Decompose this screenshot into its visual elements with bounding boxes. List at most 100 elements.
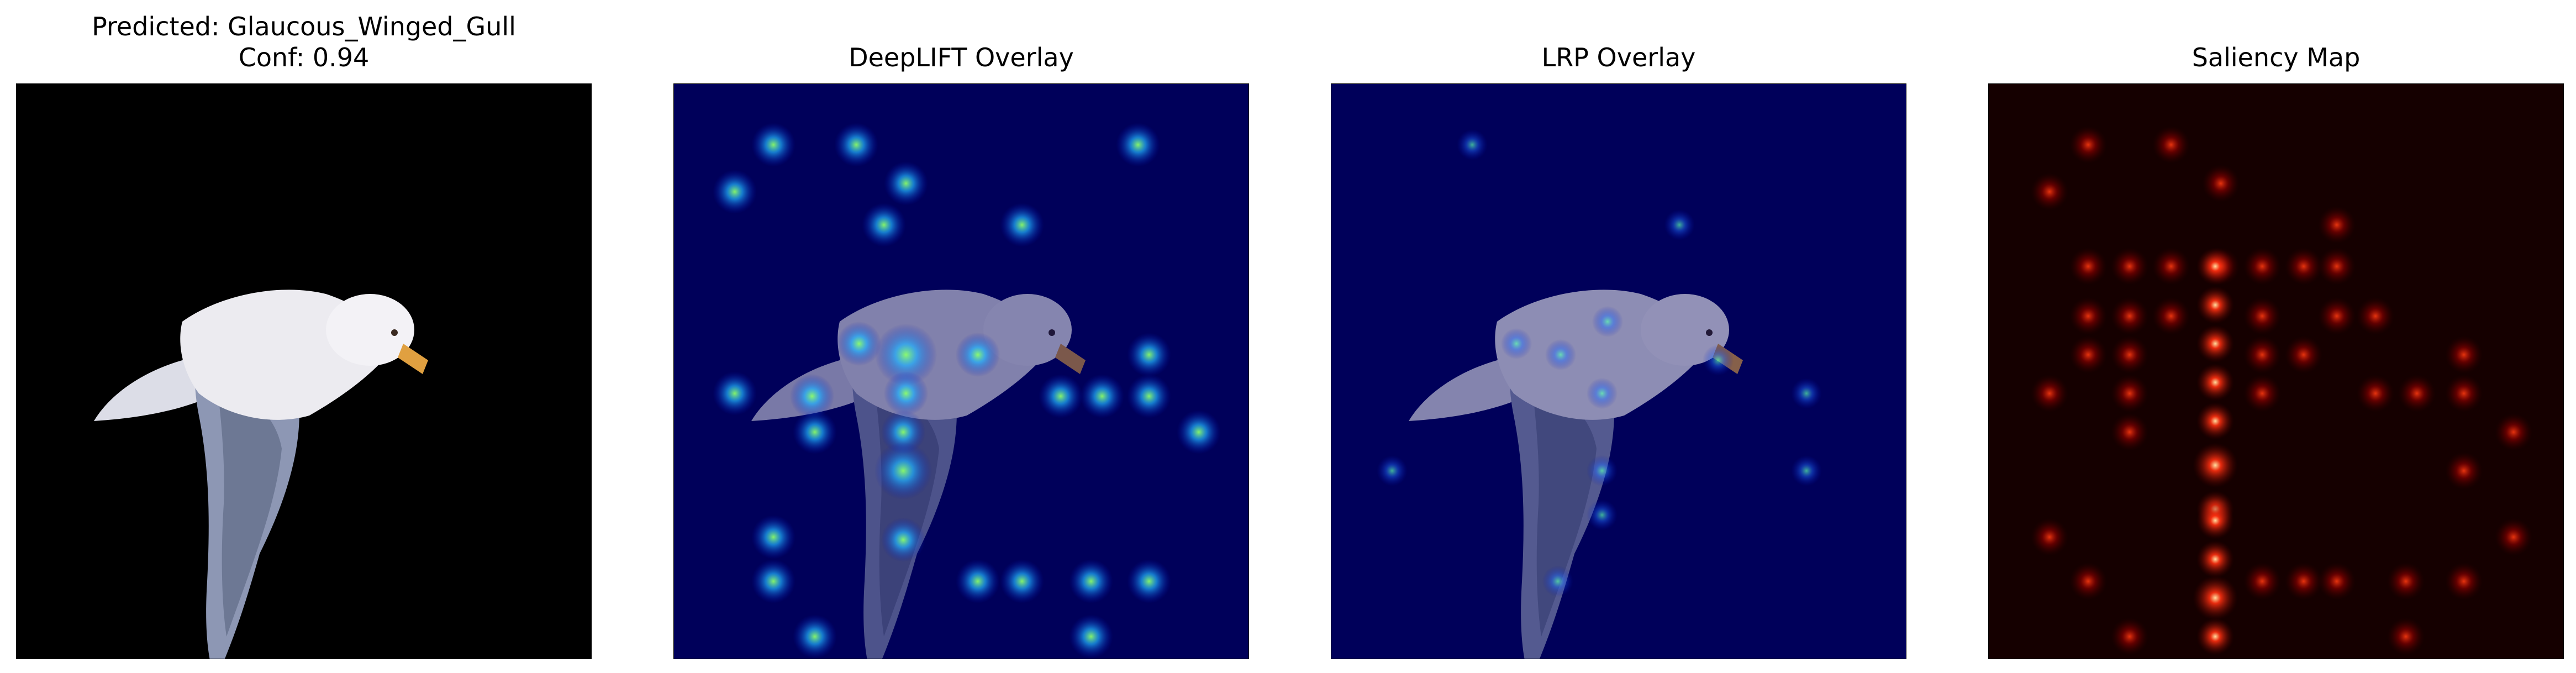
attribution-spot <box>2196 286 2234 324</box>
attribution-spot <box>2152 126 2190 164</box>
attribution-spot <box>2152 297 2190 335</box>
attribution-spot <box>1127 559 1171 603</box>
attribution-spot <box>2069 248 2107 285</box>
attribution-spot <box>1542 566 1573 597</box>
attribution-spot <box>2285 248 2322 285</box>
attribution-spot <box>2111 618 2148 655</box>
attribution-spot <box>1069 614 1113 659</box>
attribution-spot <box>793 410 837 454</box>
attribution-spot <box>2196 502 2234 539</box>
attribution-spot <box>1039 374 1083 418</box>
lrp-overlay-image <box>1331 83 1906 659</box>
lrp-title: LRP Overlay <box>1541 43 1696 72</box>
attribution-spot <box>2031 173 2068 211</box>
attribution-spot <box>1069 559 1113 603</box>
attribution-spot <box>834 123 878 167</box>
attribution-spot <box>884 161 928 206</box>
attribution-spot <box>884 371 928 416</box>
attribution-spot <box>2243 248 2281 285</box>
attribution-spot <box>2152 248 2190 285</box>
attribution-spot <box>2495 518 2532 556</box>
attribution-spot <box>881 410 925 454</box>
attribution-spot <box>2196 618 2234 655</box>
attribution-spot <box>2196 248 2234 285</box>
attribution-spot <box>1587 455 1618 486</box>
attribution-spot <box>1501 328 1532 359</box>
attribution-spot <box>2193 443 2238 488</box>
attribution-spot <box>956 333 1000 377</box>
attribution-spot <box>751 123 796 167</box>
attribution-spot <box>2196 325 2234 362</box>
panel-lrp: LRP Overlay <box>1331 0 1906 673</box>
attribution-spot <box>2031 375 2068 412</box>
attribution-spot <box>2069 336 2107 374</box>
attribution-spot <box>1116 123 1160 167</box>
attribution-spot <box>2202 165 2240 202</box>
saliency-map-image <box>1988 83 2564 659</box>
attribution-spot <box>2398 375 2436 412</box>
attribution-spot <box>2196 364 2234 401</box>
attribution-spot <box>2445 452 2483 490</box>
attribution-spot <box>2193 575 2238 621</box>
attribution-spot <box>2111 336 2148 374</box>
attribution-spot <box>1127 333 1171 377</box>
attribution-spot <box>2243 375 2281 412</box>
attribution-spot <box>1377 455 1408 486</box>
attribution-spot <box>1457 129 1488 160</box>
deeplift-title: DeepLIFT Overlay <box>849 43 1074 72</box>
attribution-spot <box>2357 375 2394 412</box>
attribution-spot <box>2111 375 2148 412</box>
attribution-spot <box>1080 374 1124 418</box>
attribution-spot <box>2069 297 2107 335</box>
prediction-label: Predicted: Glaucous_Winged_Gull <box>92 12 516 41</box>
attribution-spot <box>1791 378 1822 409</box>
deeplift-overlay-image <box>673 83 1249 659</box>
attribution-spot <box>751 559 796 603</box>
attribution-spot <box>862 203 906 247</box>
attribution-spot <box>2243 336 2281 374</box>
attribution-spot <box>2111 413 2148 451</box>
attribution-spot <box>2285 336 2322 374</box>
attribution-spot <box>1545 339 1576 370</box>
panel-saliency: Saliency Map <box>1988 0 2564 673</box>
attribution-spot <box>1703 345 1734 376</box>
attribution-spot <box>837 322 881 366</box>
attribution-spot <box>1127 374 1171 418</box>
attribution-spot <box>713 371 757 416</box>
attribution-spot <box>2318 248 2356 285</box>
attribution-spot <box>1000 559 1044 603</box>
attribution-spot <box>2387 562 2425 600</box>
attribution-spot <box>1177 410 1221 454</box>
attribution-spot <box>2357 297 2394 335</box>
attribution-spot <box>875 324 937 386</box>
attribution-spot <box>1592 306 1623 337</box>
attribution-spot <box>1587 378 1618 409</box>
attribution-spot <box>1000 203 1044 247</box>
attribution-spot <box>881 518 925 562</box>
attribution-spot <box>790 374 834 418</box>
attribution-spot <box>875 442 932 500</box>
attribution-spot <box>2445 375 2483 412</box>
attribution-spot <box>2196 540 2234 578</box>
panel-original: Predicted: Glaucous_Winged_Gull Conf: 0.… <box>16 0 592 673</box>
attribution-spot <box>2111 248 2148 285</box>
attribution-spot <box>2318 297 2356 335</box>
attribution-spot <box>1664 209 1695 240</box>
attribution-spot <box>2031 518 2068 556</box>
attribution-spot <box>2318 562 2356 600</box>
attribution-spot <box>2445 562 2483 600</box>
attribution-spot <box>2318 206 2356 244</box>
attribution-spot <box>713 170 757 214</box>
attribution-spot <box>2243 297 2281 335</box>
attribution-spot <box>1791 455 1822 486</box>
attribution-spot <box>1587 500 1618 530</box>
attribution-spot <box>2069 562 2107 600</box>
attribution-spot <box>2111 297 2148 335</box>
attribution-spot <box>793 614 837 659</box>
attribution-spot <box>751 515 796 559</box>
attribution-spot <box>2495 413 2532 451</box>
confidence-label: Conf: 0.94 <box>238 43 370 72</box>
panel-deeplift: DeepLIFT Overlay <box>673 0 1249 673</box>
attribution-spot <box>2387 618 2425 655</box>
attribution-spot <box>2445 336 2483 374</box>
